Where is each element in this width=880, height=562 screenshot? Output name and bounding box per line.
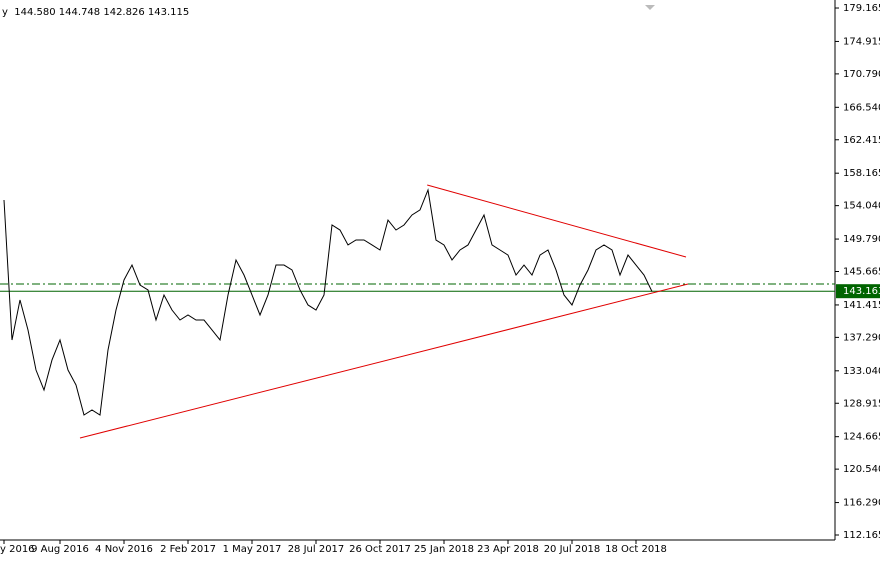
x-tick-label: y 2016	[0, 544, 35, 555]
ohlc-header: y 144.580 144.748 142.826 143.115	[2, 7, 189, 18]
x-tick-label: 23 Apr 2018	[477, 544, 539, 555]
x-tick-label: 25 Jan 2018	[414, 544, 474, 555]
y-tick-label: 179.165	[843, 3, 880, 14]
x-tick-label: 9 Aug 2016	[31, 544, 89, 555]
trendline	[427, 184, 687, 258]
y-tick-label: 137.290	[843, 332, 880, 343]
x-tick-label: 20 Jul 2018	[544, 544, 601, 555]
y-tick-label: 166.540	[843, 102, 880, 113]
y-tick-label: 162.415	[843, 135, 880, 146]
x-tick-label: 2 Feb 2017	[160, 544, 216, 555]
y-tick-label: 141.415	[843, 300, 880, 311]
y-tick-label: 133.040	[843, 366, 880, 377]
x-tick-label: 4 Nov 2016	[95, 544, 153, 555]
shift-marker	[645, 5, 655, 10]
y-tick-label: 120.540	[843, 464, 880, 475]
y-tick-label: 128.915	[843, 398, 880, 409]
price-line	[3, 188, 653, 416]
y-tick-label: 154.040	[843, 201, 880, 212]
x-tick-label: 18 Oct 2018	[605, 544, 667, 555]
trendline	[79, 283, 689, 439]
y-tick-label: 149.790	[843, 234, 880, 245]
x-tick-label: 26 Oct 2017	[349, 544, 411, 555]
price-marker	[836, 284, 880, 299]
x-tick-label: 28 Jul 2017	[288, 544, 345, 555]
y-tick-label: 174.915	[843, 36, 880, 47]
price-marker-label: 143.163	[843, 286, 880, 297]
x-tick-label: 1 May 2017	[223, 544, 282, 555]
y-tick-label: 145.665	[843, 267, 880, 278]
y-tick-label: 116.290	[843, 498, 880, 509]
y-tick-label: 124.665	[843, 432, 880, 443]
y-tick-label: 112.165	[843, 530, 880, 541]
y-tick-label: 170.790	[843, 69, 880, 80]
y-tick-label: 158.165	[843, 168, 880, 179]
